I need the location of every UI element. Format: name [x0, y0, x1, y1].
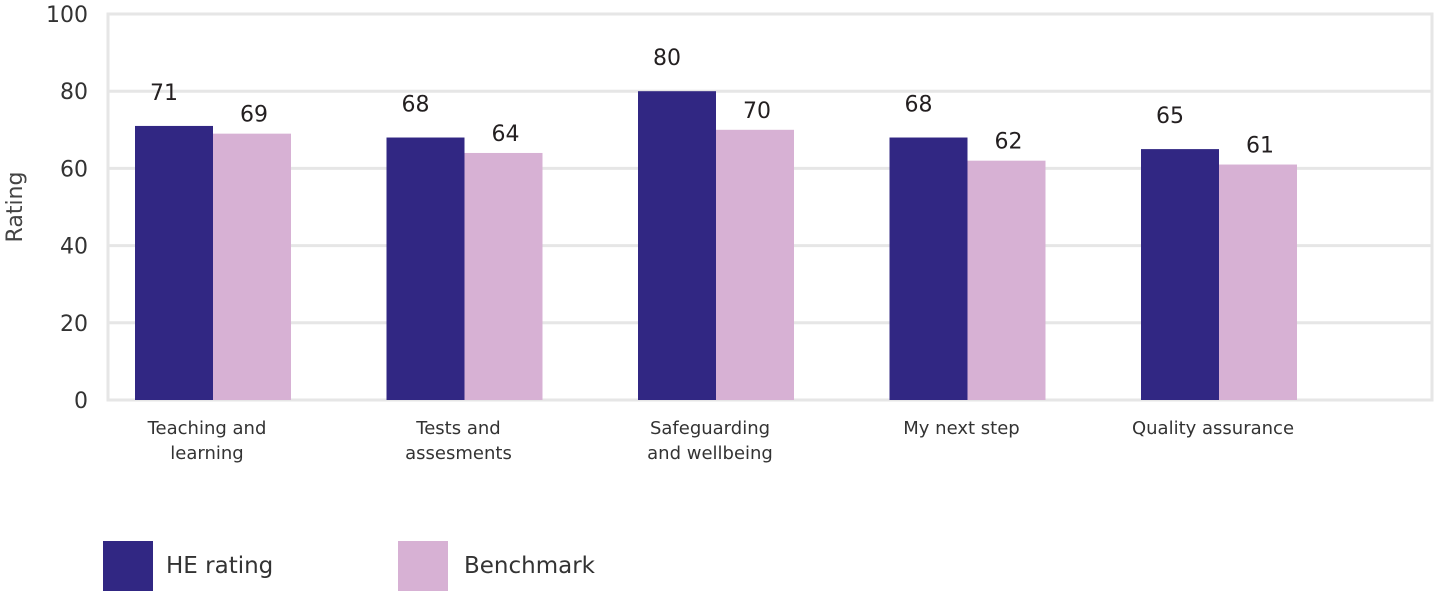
legend-swatch-benchmark [398, 541, 448, 591]
data-label: 69 [240, 103, 268, 128]
bar-benchmark [1219, 164, 1297, 400]
y-tick-label: 60 [60, 157, 88, 182]
data-label: 70 [743, 99, 771, 124]
data-label: 65 [1156, 104, 1184, 129]
y-axis-label: Rating [3, 172, 28, 243]
x-tick-label: Tests and [415, 418, 500, 439]
bar-benchmark [716, 129, 794, 401]
x-tick-label: Safeguarding [650, 418, 770, 439]
y-tick-label: 80 [60, 80, 88, 105]
legend-item-benchmark: Benchmark [398, 541, 595, 591]
legend-label: HE rating [166, 553, 274, 579]
bar-he-rating [889, 137, 968, 400]
data-label: 80 [653, 46, 681, 71]
x-tick-label: Quality assurance [1132, 418, 1294, 439]
x-tick-label: My next step [903, 418, 1019, 439]
y-tick-label: 40 [60, 235, 88, 260]
bar-benchmark [464, 152, 543, 400]
data-label: 61 [1246, 134, 1274, 159]
bar-benchmark [967, 160, 1046, 400]
x-tick-label: and wellbeing [647, 443, 773, 464]
x-tick-label: assesments [405, 443, 512, 464]
data-label: 64 [492, 122, 520, 147]
y-tick-label: 0 [74, 389, 88, 414]
y-tick-label: 100 [46, 3, 88, 28]
legend-item-he-rating: HE rating [103, 541, 273, 591]
bar-he-rating [638, 91, 716, 400]
legend-label: Benchmark [464, 553, 596, 579]
legend-swatch-he-rating [103, 541, 153, 591]
x-tick-label: Teaching and [147, 418, 267, 439]
y-tick-label: 20 [60, 312, 88, 337]
data-label: 68 [905, 93, 933, 118]
bar-he-rating [386, 137, 465, 400]
data-label: 68 [402, 93, 430, 118]
data-label: 71 [150, 81, 178, 106]
bar-he-rating [1141, 149, 1219, 400]
x-tick-label: learning [170, 443, 243, 464]
bar-he-rating [135, 125, 213, 400]
bar-benchmark [213, 133, 291, 400]
data-label: 62 [995, 130, 1023, 155]
